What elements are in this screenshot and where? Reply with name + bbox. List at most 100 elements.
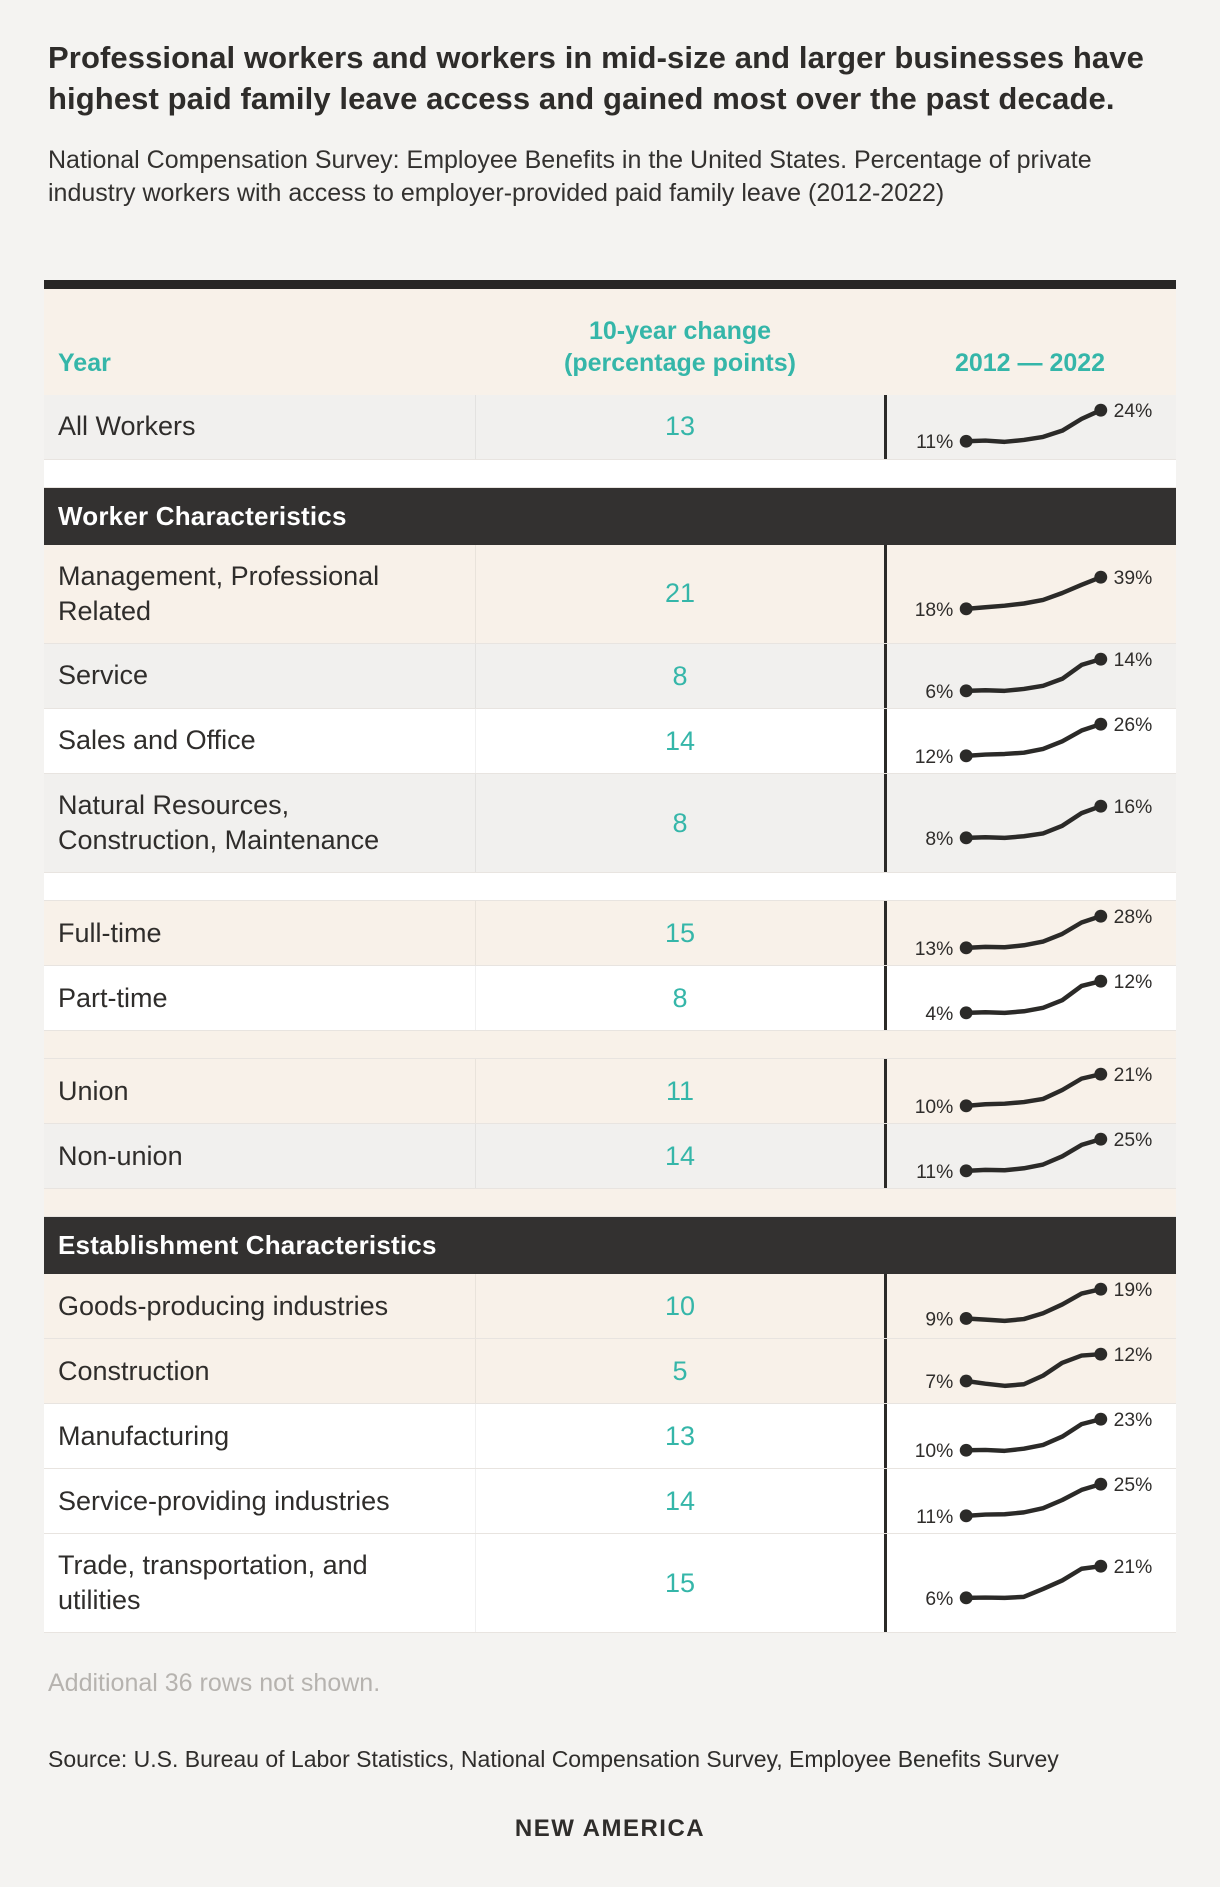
row-change-value: 8	[672, 982, 688, 1013]
group-spacer	[44, 1189, 1176, 1218]
sparkline-end-dot	[1094, 1347, 1108, 1361]
row-label: Sales and Office	[44, 709, 476, 773]
sparkline-chart: 9% 19%	[925, 1280, 1153, 1331]
row-change-value: 11	[665, 1075, 695, 1106]
sparkline-start-dot	[959, 831, 973, 845]
sparkline-start-dot	[959, 602, 973, 616]
group-spacer	[44, 459, 1176, 488]
sparkline-end-dot	[1094, 403, 1108, 417]
table-row: Sales and Office 14 12% 26%	[44, 709, 1176, 774]
sparkline-line	[963, 656, 1104, 694]
chart-subtitle: National Compensation Survey: Employee B…	[48, 145, 1092, 207]
sparkline-line	[963, 979, 1104, 1016]
row-sparkline-cell: 11% 24%	[884, 394, 1176, 459]
row-sparkline-cell: 11% 25%	[884, 1124, 1176, 1189]
table-row: Full-time 15 13% 28%	[44, 901, 1176, 967]
sparkline-start-label: 11%	[916, 1507, 953, 1528]
sparkline-end-dot	[1094, 1282, 1108, 1296]
row-sparkline-cell: 10% 23%	[884, 1404, 1176, 1469]
sparkline-start-dot	[959, 1374, 973, 1388]
sparkline-start-dot	[959, 1099, 973, 1113]
sparkline-line	[963, 1352, 1104, 1389]
sparkline-start-label: 7%	[925, 1372, 953, 1393]
row-label: All Workers	[44, 394, 476, 459]
row-change-value: 15	[664, 917, 696, 948]
row-sparkline-cell: 6% 21%	[884, 1534, 1176, 1633]
row-change-value: 13	[664, 1420, 696, 1451]
sparkline-chart: 8% 16%	[925, 797, 1152, 850]
sparkline-line	[963, 1417, 1104, 1454]
table-row: Service-providing industries 14 11% 25%	[44, 1469, 1176, 1535]
sparkline-end-label: 39%	[1114, 568, 1153, 589]
sparkline-end-dot	[1094, 717, 1108, 731]
row-label: Manufacturing	[44, 1404, 476, 1469]
sparkline-start-label: 10%	[915, 1097, 954, 1118]
table-row: All Workers 13 11% 24%	[44, 394, 1176, 460]
sparkline-end-dot	[1094, 1477, 1108, 1491]
sparkline-line	[963, 804, 1104, 841]
sparkline-line	[963, 1564, 1104, 1601]
row-label: Union	[44, 1059, 476, 1124]
row-change-value: 14	[664, 725, 696, 756]
table-row: Union 11 10% 21%	[44, 1059, 1176, 1125]
row-sparkline-cell: 9% 19%	[884, 1274, 1176, 1339]
sparkline-end-dot	[1094, 570, 1108, 584]
sparkline-start-label: 8%	[925, 829, 953, 850]
sparkline-start-dot	[959, 1444, 973, 1457]
sparkline-start-dot	[959, 684, 973, 698]
sparkline-line	[963, 1482, 1104, 1519]
sparkline-end-label: 23%	[1114, 1410, 1153, 1431]
row-change-value: 14	[664, 1485, 696, 1516]
sparkline-chart: 10% 21%	[915, 1065, 1153, 1118]
sparkline-line	[963, 1287, 1104, 1324]
column-header-change: 10-year change (percentage points)	[476, 315, 884, 379]
section-header: Worker Characteristics	[44, 487, 1176, 545]
sparkline-end-label: 24%	[1114, 401, 1153, 422]
table-body: All Workers 13 11% 24% Worker Characteristic…	[44, 394, 1176, 1634]
table-row: Non-union 14 11% 25%	[44, 1124, 1176, 1190]
sparkline-line	[963, 574, 1104, 611]
sparkline-start-label: 9%	[925, 1310, 953, 1331]
table-row: Manufacturing 13 10% 23%	[44, 1404, 1176, 1470]
table-row: Goods-producing industries 10 9% 19%	[44, 1274, 1176, 1340]
sparkline-start-label: 13%	[915, 939, 954, 960]
sparkline-end-dot	[1094, 1412, 1108, 1426]
sparkline-chart: 4% 12%	[925, 972, 1152, 1025]
row-change-value: 5	[672, 1355, 688, 1386]
sparkline-start-label: 4%	[925, 1004, 953, 1025]
row-sparkline-cell: 13% 28%	[884, 901, 1176, 966]
sparkline-end-dot	[1094, 652, 1108, 666]
section-header: Establishment Characteristics	[44, 1217, 1176, 1275]
row-label: Goods-producing industries	[44, 1274, 476, 1339]
sparkline-end-label: 26%	[1114, 715, 1153, 736]
row-label: Construction	[44, 1339, 476, 1404]
table-row: Trade, transportation, and utilities 15 6%…	[44, 1534, 1176, 1634]
sparkline-chart: 18% 39%	[915, 568, 1153, 621]
sparkline-line	[963, 407, 1104, 444]
row-change-value: 21	[664, 578, 696, 609]
sparkline-chart: 10% 23%	[915, 1410, 1153, 1462]
column-header-year: Year	[58, 348, 111, 377]
sparkline-start-label: 11%	[916, 1162, 953, 1183]
group-spacer	[44, 873, 1176, 902]
sparkline-start-label: 10%	[915, 1441, 954, 1462]
sparkline-line	[963, 1072, 1104, 1109]
sparkline-start-dot	[959, 749, 973, 763]
row-label: Natural Resources, Construction, Mainten…	[44, 774, 476, 873]
row-sparkline-cell: 6% 14%	[884, 644, 1176, 708]
sparkline-start-dot	[959, 434, 973, 448]
row-change-value: 10	[664, 1290, 696, 1321]
row-label: Trade, transportation, and utilities	[44, 1534, 476, 1633]
sparkline-start-label: 12%	[915, 747, 954, 768]
sparkline-start-label: 11%	[916, 432, 953, 453]
sparkline-chart: 12% 26%	[915, 715, 1153, 768]
row-sparkline-cell: 8% 16%	[884, 774, 1176, 873]
row-label: Service	[44, 644, 476, 708]
row-change-value: 14	[664, 1140, 696, 1171]
column-header-change-text: 10-year change (percentage points)	[564, 316, 796, 377]
sparkline-end-label: 19%	[1114, 1280, 1153, 1301]
sparkline-chart: 6% 21%	[925, 1557, 1152, 1610]
sparkline-start-dot	[959, 1006, 973, 1020]
sparkline-end-dot	[1094, 799, 1108, 813]
